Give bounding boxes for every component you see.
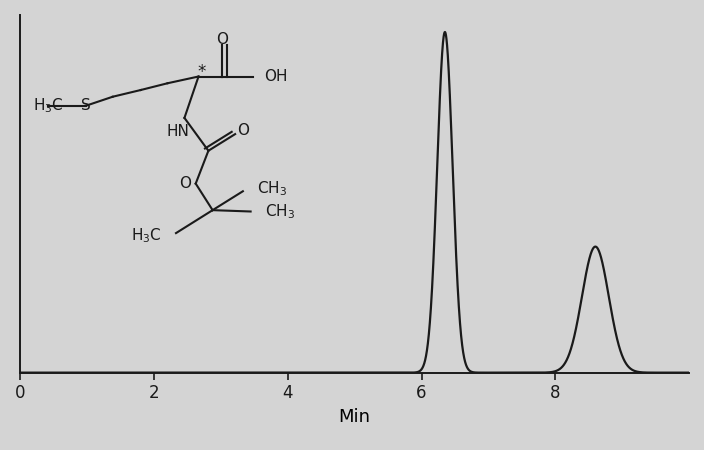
X-axis label: Min: Min (339, 408, 370, 426)
Text: H$_3$C: H$_3$C (131, 226, 162, 245)
Text: CH$_3$: CH$_3$ (257, 180, 287, 198)
Text: O: O (237, 123, 250, 138)
Text: OH: OH (264, 69, 287, 84)
Text: S: S (81, 98, 91, 113)
Text: O: O (179, 176, 191, 191)
Text: CH$_3$: CH$_3$ (265, 202, 295, 221)
Text: O: O (216, 32, 229, 47)
Text: *: * (198, 63, 206, 81)
Text: H$_3$C: H$_3$C (32, 96, 63, 115)
Text: HN: HN (167, 124, 189, 139)
